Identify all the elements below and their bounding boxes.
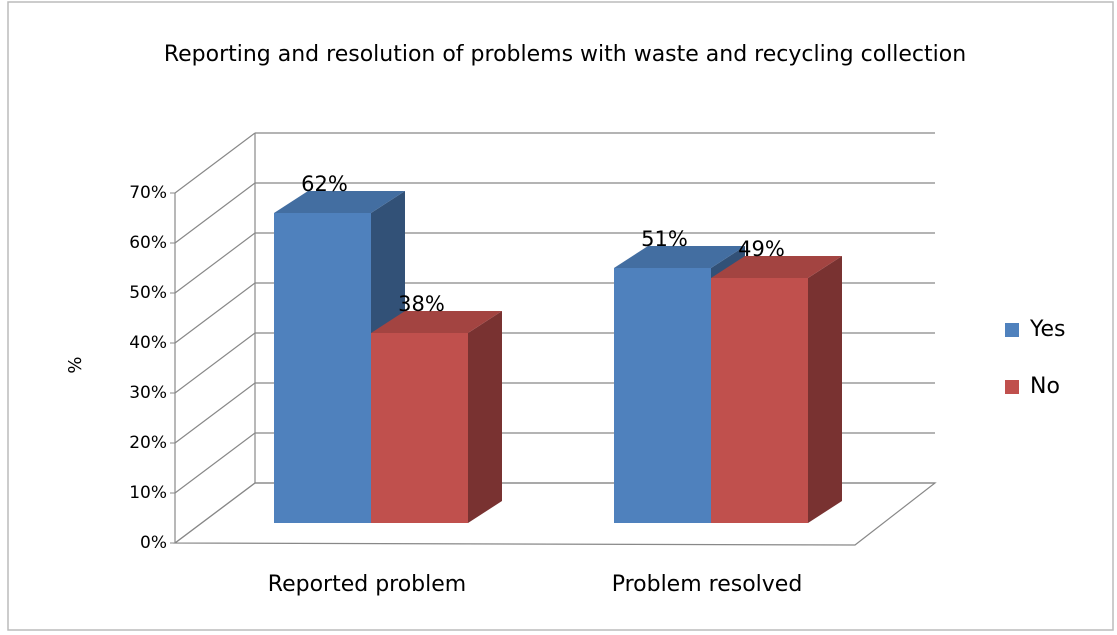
bar-top xyxy=(371,311,502,333)
bar-top xyxy=(711,256,842,278)
bar-front xyxy=(371,333,468,523)
bar-side xyxy=(808,256,842,523)
legend-label: No xyxy=(1030,374,1060,399)
chart-title: Reporting and resolution of problems wit… xyxy=(163,42,967,67)
y-tick-label: 20% xyxy=(129,433,167,453)
grid-line xyxy=(174,282,256,344)
data-label: 38% xyxy=(398,292,445,316)
bar xyxy=(371,311,502,523)
bar-front xyxy=(711,278,808,523)
legend-label: Yes xyxy=(1029,317,1066,342)
data-label: 62% xyxy=(301,172,348,196)
grid-line xyxy=(174,382,256,444)
grid-line xyxy=(174,132,256,194)
data-label: 51% xyxy=(641,227,688,251)
x-tick-label: Problem resolved xyxy=(612,572,803,597)
data-label: 49% xyxy=(738,237,785,261)
y-axis-label: % xyxy=(65,356,86,373)
grid-line xyxy=(174,332,256,394)
y-tick-label: 30% xyxy=(129,383,167,403)
bar-top xyxy=(274,191,405,213)
x-tick-label: Reported problem xyxy=(268,572,466,597)
bar-front xyxy=(614,268,711,523)
y-tick-label: 50% xyxy=(129,283,167,303)
y-tick-label: 70% xyxy=(129,183,167,203)
bar-top xyxy=(614,246,745,268)
chart-border xyxy=(7,1,1114,631)
grid-line xyxy=(174,182,256,244)
bar-front xyxy=(274,213,371,523)
grid-line xyxy=(174,432,256,494)
grid-line xyxy=(174,232,256,294)
bar-side xyxy=(468,311,502,523)
grid-line xyxy=(174,482,256,544)
y-tick-label: 40% xyxy=(129,333,167,353)
y-tick-label: 60% xyxy=(129,233,167,253)
y-tick-label: 0% xyxy=(140,533,167,553)
legend-swatch xyxy=(1005,323,1019,337)
bar xyxy=(711,256,842,523)
y-tick-label: 10% xyxy=(129,483,167,503)
legend-swatch xyxy=(1005,380,1019,394)
